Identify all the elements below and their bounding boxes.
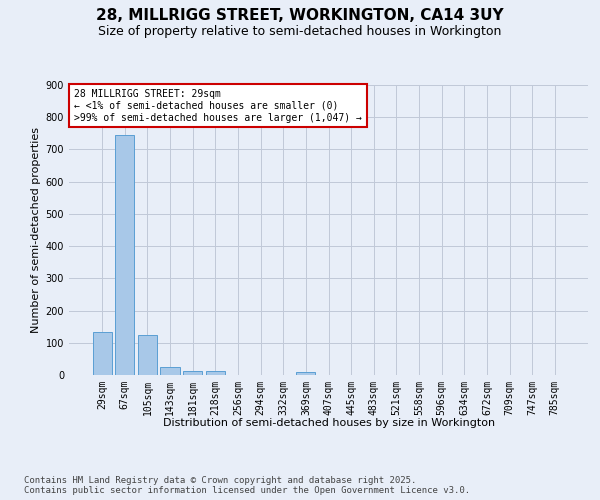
Text: Distribution of semi-detached houses by size in Workington: Distribution of semi-detached houses by … bbox=[163, 418, 495, 428]
Y-axis label: Number of semi-detached properties: Number of semi-detached properties bbox=[31, 127, 41, 333]
Bar bbox=[206, 371, 225, 375]
Bar bbox=[92, 332, 112, 375]
Bar bbox=[296, 372, 316, 375]
Text: Size of property relative to semi-detached houses in Workington: Size of property relative to semi-detach… bbox=[98, 25, 502, 38]
Text: 28, MILLRIGG STREET, WORKINGTON, CA14 3UY: 28, MILLRIGG STREET, WORKINGTON, CA14 3U… bbox=[96, 8, 504, 22]
Text: Contains HM Land Registry data © Crown copyright and database right 2025.
Contai: Contains HM Land Registry data © Crown c… bbox=[24, 476, 470, 495]
Bar bbox=[138, 335, 157, 375]
Text: 28 MILLRIGG STREET: 29sqm
← <1% of semi-detached houses are smaller (0)
>99% of : 28 MILLRIGG STREET: 29sqm ← <1% of semi-… bbox=[74, 90, 362, 122]
Bar bbox=[160, 366, 180, 375]
Bar bbox=[183, 371, 202, 375]
Bar bbox=[115, 136, 134, 375]
